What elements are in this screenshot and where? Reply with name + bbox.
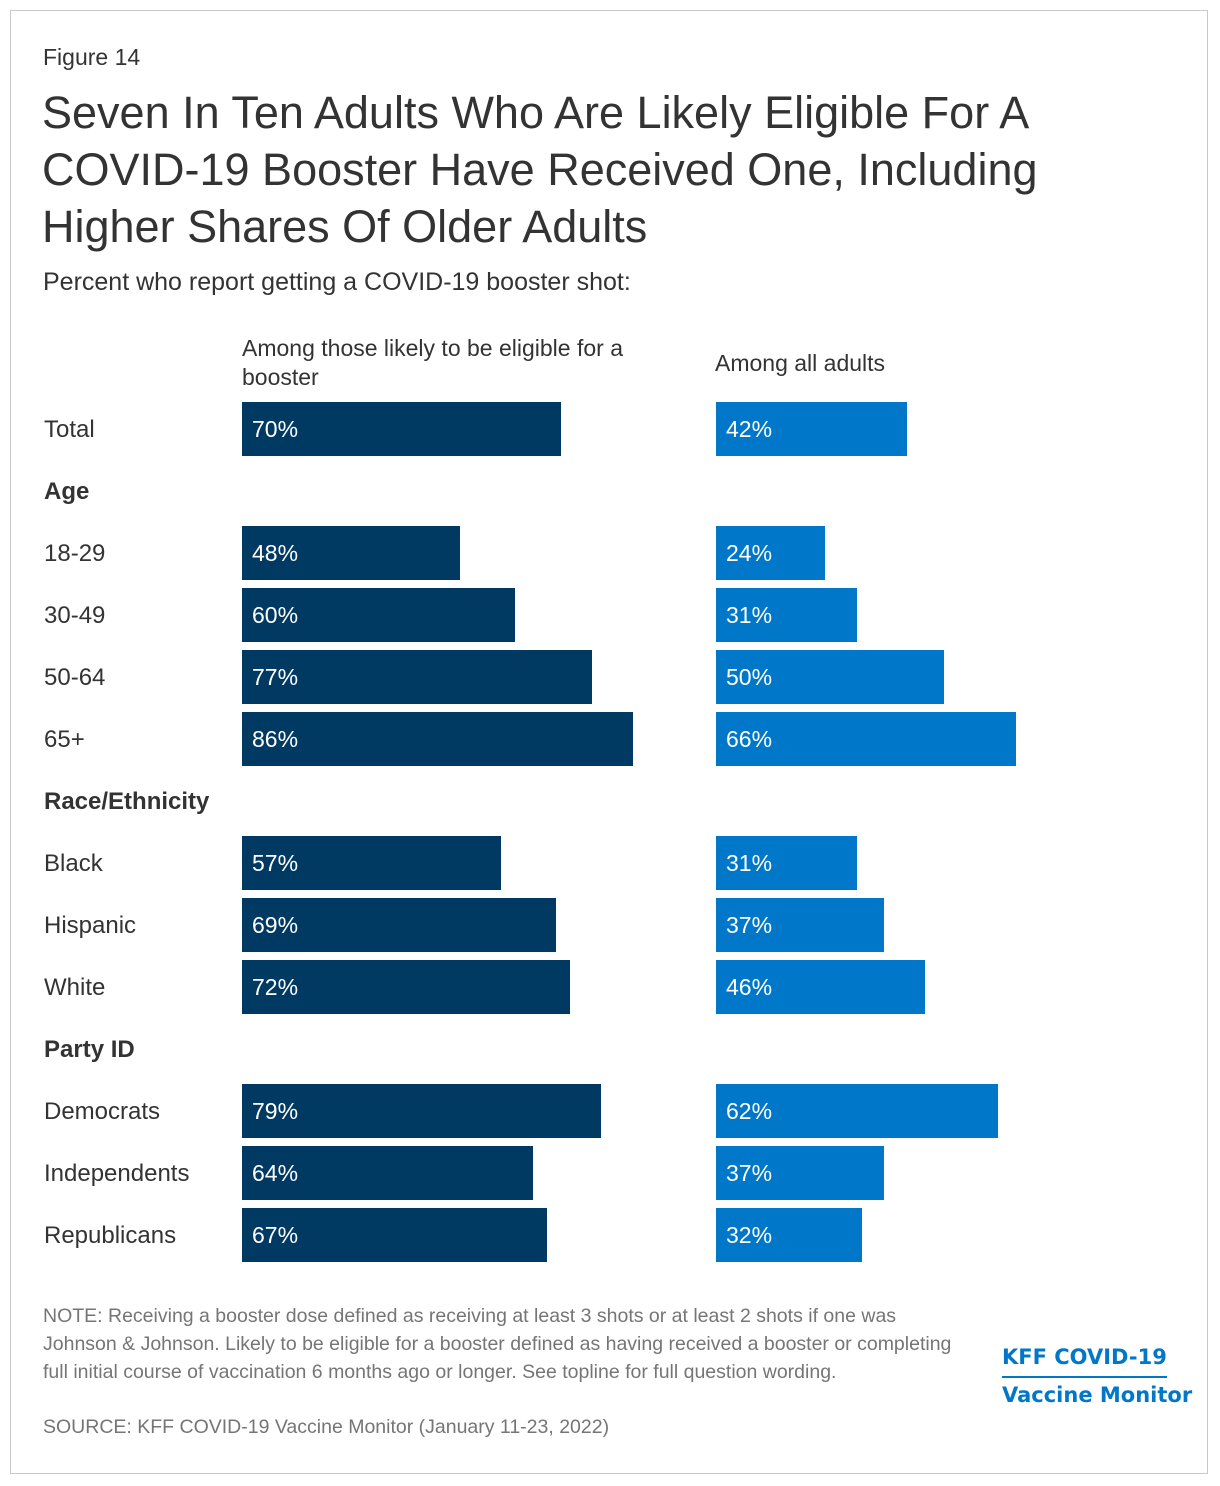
figure-frame [10,10,1208,1474]
data-label-s1: 60% [252,602,298,628]
bar-s1 [242,526,460,580]
data-label-s1: 86% [252,726,298,752]
bar-s2 [716,960,925,1014]
data-label-s1: 69% [252,912,298,938]
bar-s1 [242,712,633,766]
bar-s2 [716,588,857,642]
bar-s2 [716,1146,884,1200]
data-label-s2: 24% [726,540,772,566]
bar-s1 [242,650,592,704]
data-label-s2: 46% [726,974,772,1000]
row-label: 30-49 [44,602,105,629]
bar-s1 [242,1208,547,1262]
bar-s1 [242,1084,601,1138]
data-label-s1: 64% [252,1160,298,1186]
bar-s1 [242,1146,533,1200]
bar-s1 [242,836,501,890]
figure-label: Figure 14 [43,44,141,70]
group-label: Race/Ethnicity [44,788,210,815]
bar-s2 [716,526,825,580]
bar-s1 [242,588,515,642]
row-label: White [44,974,105,1001]
row-label: Independents [44,1160,189,1187]
row-label: Democrats [44,1098,160,1125]
data-label-s1: 48% [252,540,298,566]
data-label-s1: 77% [252,664,298,690]
bar-s2 [716,1208,862,1262]
group-label: Age [44,478,89,505]
row-label: 50-64 [44,664,105,691]
logo-line-1: KFF COVID-19 [1002,1340,1167,1378]
data-label-s2: 31% [726,602,772,628]
chart-title: Seven In Ten Adults Who Are Likely Eligi… [42,87,1038,252]
bar-s2 [716,898,884,952]
series-2-header: Among all adults [715,350,886,376]
row-label: 65+ [44,726,85,753]
row-label: Republicans [44,1222,176,1249]
data-label-s2: 42% [726,416,772,442]
row-label: 18-29 [44,540,105,567]
data-label-s1: 79% [252,1098,298,1124]
bar-s2 [716,402,907,456]
bar-s2 [716,1084,998,1138]
data-label-s1: 70% [252,416,298,442]
data-label-s2: 50% [726,664,772,690]
kff-logo: KFF COVID-19 Vaccine Monitor [1002,1340,1192,1412]
data-label-s1: 67% [252,1222,298,1248]
chart-note: NOTE: Receiving a booster dose defined a… [43,1305,952,1383]
row-label: Total [44,416,95,443]
data-label-s2: 37% [726,1160,772,1186]
bar-s2 [716,712,1016,766]
row-label: Black [44,850,104,877]
row-label: Hispanic [44,912,136,939]
data-label-s2: 66% [726,726,772,752]
bar-s2 [716,836,857,890]
data-label-s2: 37% [726,912,772,938]
data-label-s2: 62% [726,1098,772,1124]
bar-s1 [242,402,561,456]
bar-s1 [242,898,556,952]
series-1-header: Among those likely to be eligible for a … [242,335,623,390]
data-label-s2: 31% [726,850,772,876]
bar-s2 [716,650,944,704]
logo-line-2: Vaccine Monitor [1002,1383,1193,1407]
group-label: Party ID [44,1036,135,1063]
data-label-s2: 32% [726,1222,772,1248]
data-label-s1: 57% [252,850,298,876]
data-label-s1: 72% [252,974,298,1000]
bar-s1 [242,960,570,1014]
bar-chart: Total 70% 42% Age 18-29 48% 24% 30-49 60% 31% 50-6… [44,402,1016,1262]
chart-source: SOURCE: KFF COVID-19 Vaccine Monitor (Ja… [43,1416,610,1438]
chart-subtitle: Percent who report getting a COVID-19 bo… [43,268,631,296]
